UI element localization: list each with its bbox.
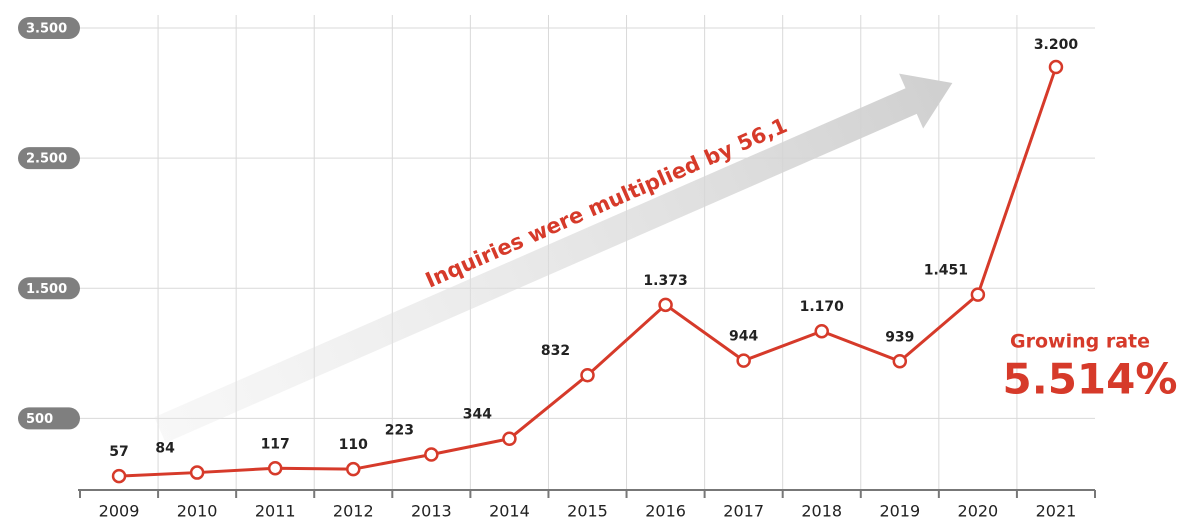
data-label: 84 (155, 441, 175, 457)
rate-caption: Growing rate (1010, 331, 1150, 353)
data-point (111, 468, 127, 484)
x-tick-label: 2018 (801, 502, 842, 521)
x-tick-label: 2015 (567, 502, 608, 521)
data-label: 110 (339, 437, 368, 453)
x-tick-label: 2012 (333, 502, 374, 521)
y-tick-pill (18, 17, 80, 40)
y-tick-pill (18, 407, 80, 430)
y-tick-label: 3.500 (26, 22, 67, 37)
data-label: 1.373 (643, 273, 687, 289)
x-tick-label: 2010 (177, 502, 218, 521)
data-label: 1.451 (924, 263, 968, 279)
x-tick-label: 2017 (723, 502, 764, 521)
data-point (502, 431, 517, 446)
data-label: 344 (463, 407, 492, 423)
x-tick-label: 2014 (489, 502, 530, 521)
x-tick-label: 2021 (1036, 502, 1077, 521)
data-point (267, 461, 283, 476)
x-tick-label: 2020 (958, 502, 999, 521)
trend-arrow: Inquiries were multiplied by 56,1 (154, 73, 953, 443)
y-tick-label: 1.500 (26, 282, 67, 297)
data-point (814, 323, 829, 339)
data-label: 832 (541, 343, 570, 359)
data-point (658, 297, 673, 313)
data-point (424, 447, 439, 462)
y-tick-label: 500 (26, 412, 53, 427)
y-tick-label: 2.500 (26, 152, 67, 167)
data-point (1048, 59, 1064, 75)
data-point (736, 353, 751, 368)
arrow-annotation: Inquiries were multiplied by 56,1 (422, 113, 791, 292)
data-label: 3.200 (1034, 37, 1079, 53)
x-tick-label: 2013 (411, 502, 452, 521)
data-point (580, 367, 595, 383)
data-point (346, 461, 361, 477)
data-point (189, 465, 205, 480)
data-label: 939 (885, 329, 914, 345)
data-point (970, 287, 986, 302)
data-label: 944 (729, 329, 758, 345)
x-tick-label: 2016 (645, 502, 686, 521)
y-tick-pill (18, 147, 80, 170)
x-tick-label: 2019 (879, 502, 920, 521)
y-tick-pill (18, 277, 80, 300)
x-tick-label: 2011 (255, 502, 296, 521)
data-label: 57 (109, 444, 128, 460)
data-label: 223 (385, 422, 414, 438)
data-line (118, 66, 1058, 478)
data-label: 1.170 (800, 299, 845, 315)
x-tick-label: 2009 (99, 502, 140, 521)
arrow-shape (154, 73, 953, 443)
rate-value: 5.514% (1003, 355, 1178, 404)
data-point (892, 354, 908, 369)
data-label: 117 (261, 436, 290, 452)
